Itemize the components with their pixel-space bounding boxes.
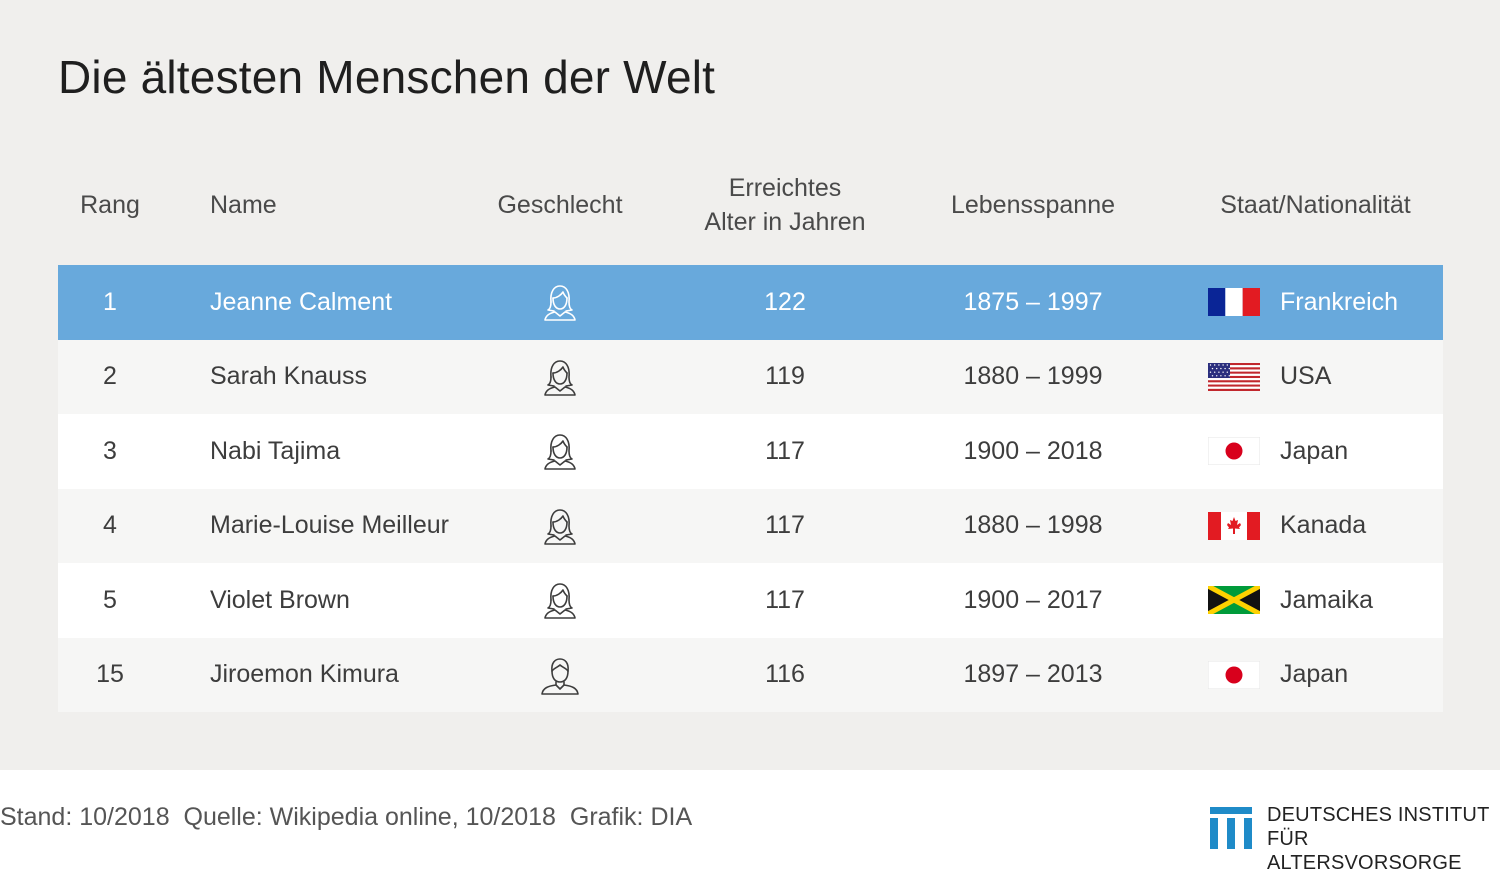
- lifespan-cell: 1900 – 2017: [963, 585, 1103, 614]
- age-cell: 116: [765, 660, 805, 689]
- chart-title: Die ältesten Menschen der Welt: [58, 51, 716, 103]
- footer-source: Quelle: Wikipedia online, 10/2018: [183, 803, 556, 831]
- age-cell: 122: [764, 287, 806, 316]
- chart-panel: Die ältesten Menschen der Welt Rang Name…: [0, 0, 1500, 770]
- table-header: Rang Name Geschlecht Erreichtes Alter in…: [58, 160, 1443, 250]
- dia-logo: DEUTSCHES INSTITUT FÜR ALTERSVORSORGE: [1210, 803, 1500, 874]
- table-row: 4 Marie-Louise Meilleur 117 1880 – 1998 …: [58, 488, 1443, 564]
- rank-cell: 4: [103, 511, 117, 540]
- table-row: 2 Sarah Knauss 119 1880 – 1999 USA: [58, 339, 1443, 415]
- country-cell: Japan: [1208, 414, 1443, 489]
- name-cell: Nabi Tajima: [210, 436, 341, 465]
- header-age: Erreichtes Alter in Jahren: [670, 160, 900, 250]
- country-label: Jamaika: [1280, 585, 1374, 614]
- header-age-line1: Erreichtes: [728, 174, 842, 202]
- footer-graphic: Grafik: DIA: [569, 803, 693, 831]
- lifespan-cell: 1880 – 1999: [963, 362, 1103, 391]
- header-rank: Rang: [80, 191, 140, 219]
- header-age-line2: Alter in Jahren: [704, 208, 866, 236]
- rank-cell: 15: [96, 660, 124, 689]
- lifespan-cell: 1880 – 1998: [963, 511, 1103, 540]
- name-cell: Sarah Knauss: [210, 362, 368, 391]
- male-person-icon: [510, 638, 610, 713]
- female-person-icon: [510, 265, 610, 340]
- rank-cell: 5: [103, 585, 117, 614]
- country-label: USA: [1280, 362, 1332, 391]
- country-label: Japan: [1280, 660, 1349, 689]
- name-cell: Jiroemon Kimura: [210, 660, 399, 689]
- country-cell: Japan: [1208, 638, 1443, 713]
- female-person-icon: [510, 414, 610, 489]
- name-cell: Violet Brown: [210, 585, 350, 614]
- table-row: 5 Violet Brown 117 1900 – 2017 Jamaika: [58, 563, 1443, 638]
- country-cell: Frankreich: [1208, 265, 1443, 340]
- age-cell: 117: [765, 511, 805, 540]
- footer-stand: Stand: 10/2018: [0, 803, 170, 831]
- country-cell: Kanada: [1208, 489, 1443, 564]
- female-person-icon: [510, 489, 610, 564]
- female-person-icon: [510, 340, 610, 415]
- age-cell: 119: [765, 362, 805, 391]
- dia-logo-line1: DEUTSCHES INSTITUT: [1267, 804, 1490, 826]
- dia-logo-line2: FÜR ALTERSVORSORGE: [1267, 828, 1462, 874]
- country-cell: USA: [1208, 340, 1443, 415]
- header-gender: Geschlecht: [497, 191, 623, 219]
- table-row: 3 Nabi Tajima 117 1900 – 2018 Japan: [58, 414, 1443, 489]
- lifespan-cell: 1875 – 1997: [963, 287, 1103, 316]
- country-cell: Jamaika: [1208, 563, 1443, 638]
- country-label: Frankreich: [1280, 287, 1399, 316]
- jamaica-flag-icon: [1208, 586, 1280, 615]
- dia-logo-icon: [1210, 807, 1252, 849]
- country-label: Kanada: [1280, 511, 1367, 540]
- canada-flag-icon: [1208, 511, 1280, 540]
- table-body: 1 Jeanne Calment 122 1875 – 1997 Frankre…: [58, 265, 1443, 712]
- name-cell: Jeanne Calment: [210, 287, 393, 316]
- japan-flag-icon: [1208, 660, 1280, 689]
- rank-cell: 2: [103, 362, 117, 391]
- usa-flag-icon: [1208, 362, 1280, 391]
- footer-credits: Stand: 10/2018 Quelle: Wikipedia online,…: [0, 803, 692, 832]
- dia-logo-text: DEUTSCHES INSTITUT FÜR ALTERSVORSORGE: [1267, 803, 1500, 875]
- rank-cell: 3: [103, 436, 117, 465]
- table-row: 1 Jeanne Calment 122 1875 – 1997 Frankre…: [58, 265, 1443, 340]
- table-row: 15 Jiroemon Kimura 116 1897 – 2013 Japan: [58, 637, 1443, 713]
- header-name: Name: [210, 191, 277, 219]
- country-label: Japan: [1280, 436, 1349, 465]
- age-cell: 117: [765, 585, 805, 614]
- age-cell: 117: [765, 436, 805, 465]
- header-country: Staat/Nationalität: [1220, 191, 1411, 219]
- france-flag-icon: [1208, 288, 1280, 317]
- header-lifespan: Lebensspanne: [950, 191, 1116, 219]
- name-cell: Marie-Louise Meilleur: [210, 511, 449, 540]
- japan-flag-icon: [1208, 437, 1280, 466]
- rank-cell: 1: [103, 287, 117, 316]
- lifespan-cell: 1900 – 2018: [963, 436, 1103, 465]
- lifespan-cell: 1897 – 2013: [963, 660, 1103, 689]
- female-person-icon: [510, 563, 610, 638]
